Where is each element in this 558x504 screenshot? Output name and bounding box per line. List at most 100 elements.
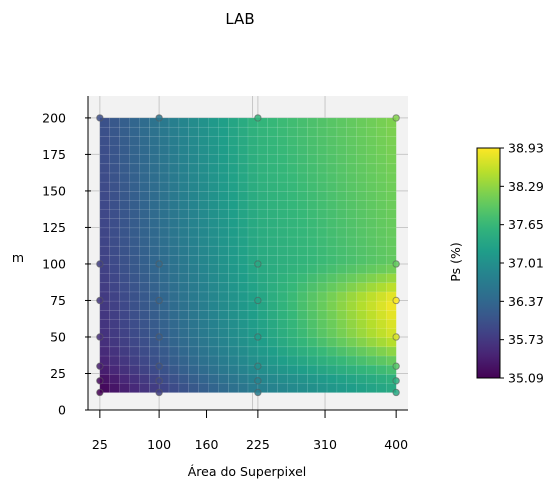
data-point	[392, 260, 400, 268]
heatmap-cell	[346, 355, 358, 366]
heatmap-cell	[198, 181, 209, 192]
heatmap-cell	[188, 383, 200, 393]
heatmap-cell	[168, 218, 180, 229]
heatmap-cell	[208, 245, 219, 256]
heatmap-cell	[237, 300, 249, 311]
heatmap-cell	[178, 126, 190, 137]
heatmap-cell	[208, 273, 219, 284]
heatmap-cell	[326, 264, 338, 274]
heatmap-cell	[168, 355, 180, 366]
heatmap-cell	[336, 163, 348, 174]
heatmap-cell	[376, 319, 387, 329]
heatmap-cell	[168, 273, 180, 284]
heatmap-cell	[208, 346, 219, 357]
heatmap-cell	[119, 319, 130, 329]
heatmap-cell	[336, 346, 348, 357]
heatmap-cell	[198, 209, 209, 219]
heatmap-cell	[139, 383, 150, 393]
heatmap-cell	[257, 346, 269, 357]
heatmap-cell	[376, 117, 387, 128]
heatmap-cell	[297, 346, 308, 357]
heatmap-cell	[227, 282, 239, 293]
heatmap-cell	[326, 209, 338, 219]
heatmap-cell	[178, 200, 190, 210]
heatmap-cell	[227, 117, 239, 128]
heatmap-cell	[287, 328, 298, 338]
heatmap-cell	[129, 126, 140, 137]
heatmap-cell	[168, 337, 180, 348]
heatmap-cell	[316, 282, 328, 293]
heatmap-cell	[178, 291, 190, 302]
heatmap-cell	[119, 236, 130, 247]
heatmap-cell	[287, 346, 298, 357]
heatmap-cell	[386, 200, 397, 210]
heatmap-cell	[208, 319, 219, 329]
heatmap-cell	[366, 346, 377, 357]
heatmap-cell	[267, 254, 279, 265]
heatmap-cell	[316, 145, 328, 155]
heatmap-cell	[287, 145, 298, 155]
heatmap-cell	[356, 328, 367, 338]
heatmap-cell	[326, 337, 338, 348]
heatmap-cell	[119, 163, 130, 174]
colorbar-tick-label: 38.93	[508, 141, 544, 156]
heatmap-cell	[227, 309, 239, 320]
heatmap-cell	[267, 373, 279, 384]
heatmap-cell	[326, 291, 338, 302]
heatmap-cell	[218, 172, 229, 183]
heatmap-cell	[178, 154, 190, 165]
heatmap-cell	[366, 319, 377, 329]
heatmap-cell	[366, 117, 377, 128]
data-point	[155, 114, 163, 122]
heatmap-cell	[356, 291, 367, 302]
heatmap-cell	[208, 190, 219, 201]
heatmap-cell	[277, 181, 288, 192]
heatmap-cell	[227, 126, 239, 137]
heatmap-cell	[237, 245, 249, 256]
heatmap-cell	[178, 346, 190, 357]
heatmap-cell	[307, 227, 318, 238]
heatmap-cell	[386, 309, 397, 320]
heatmap-cell	[227, 364, 239, 375]
heatmap-cell	[237, 227, 249, 238]
heatmap-cell	[356, 364, 367, 375]
heatmap-cell	[178, 309, 190, 320]
heatmap-cell	[237, 126, 249, 137]
heatmap-cell	[247, 309, 259, 320]
heatmap-cell	[168, 154, 180, 165]
heatmap-cell	[307, 181, 318, 192]
heatmap-cell	[267, 126, 279, 137]
heatmap-cell	[376, 346, 387, 357]
heatmap-cell	[316, 300, 328, 311]
heatmap-cell	[139, 236, 150, 247]
heatmap-cell	[356, 190, 367, 201]
heatmap-cell	[198, 117, 209, 128]
heatmap-cell	[316, 190, 328, 201]
heatmap-cell	[218, 309, 229, 320]
heatmap-cell	[227, 236, 239, 247]
heatmap-cell	[198, 227, 209, 238]
heatmap-cell	[346, 273, 358, 284]
heatmap-cell	[129, 373, 140, 384]
heatmap-cell	[277, 328, 288, 338]
heatmap-cell	[158, 181, 170, 192]
heatmap-cell	[326, 383, 338, 393]
heatmap-cell	[168, 373, 180, 384]
heatmap-cell	[277, 163, 288, 174]
heatmap-cell	[316, 346, 328, 357]
heatmap-cell	[376, 355, 387, 366]
heatmap-cell	[267, 337, 279, 348]
heatmap-cell	[227, 273, 239, 284]
heatmap-cell	[336, 154, 348, 165]
x-tick-label: 310	[313, 437, 337, 452]
heatmap-cell	[109, 319, 121, 329]
heatmap-cell	[326, 364, 338, 375]
heatmap-cell	[109, 209, 121, 219]
heatmap-cell	[366, 383, 377, 393]
heatmap-cell	[168, 346, 180, 357]
heatmap-cell	[178, 209, 190, 219]
heatmap-cell	[119, 364, 130, 375]
data-point	[254, 114, 262, 122]
heatmap-cell	[218, 346, 229, 357]
